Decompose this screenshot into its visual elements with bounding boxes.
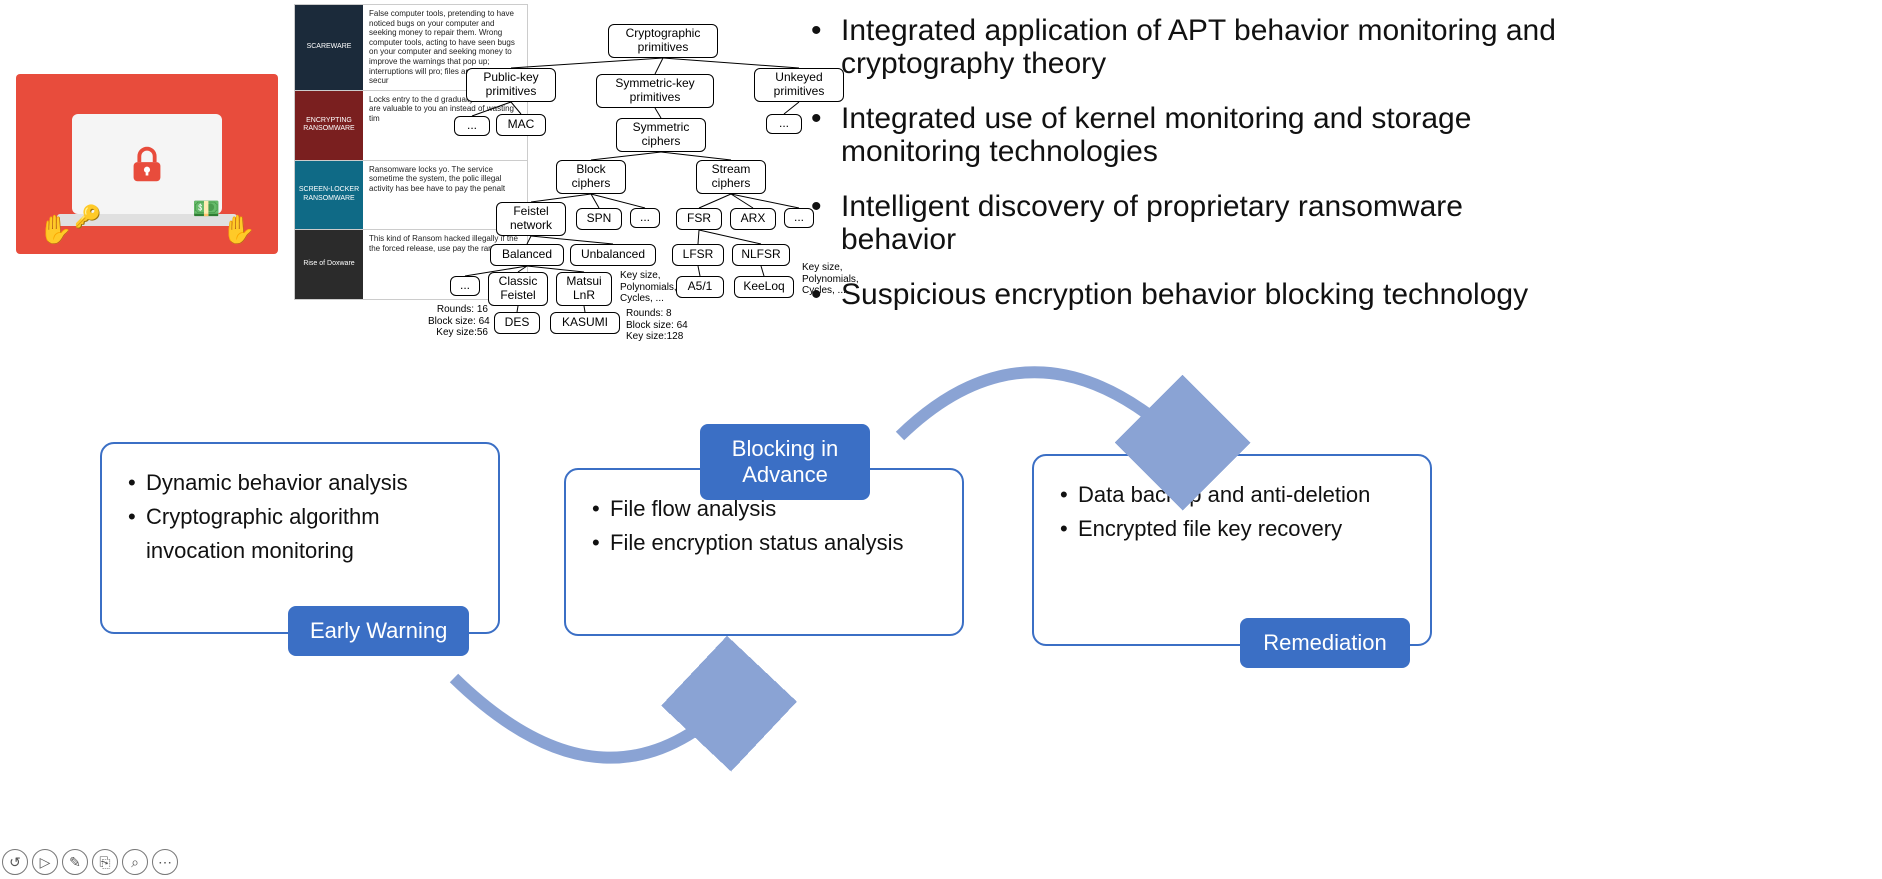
tree-node-spn: SPN: [576, 208, 622, 230]
slide-toolbar: ↺▷✎⎘⌕⋯: [2, 849, 178, 875]
stage-label-remed: Remediation: [1240, 618, 1410, 668]
ransomware-type-thumb: SCAREWARE: [295, 5, 363, 90]
zoom-icon[interactable]: ⌕: [122, 849, 148, 875]
stage-item: File encryption status analysis: [592, 526, 936, 560]
tree-node-mat: Matsui LnR: [556, 272, 612, 306]
stage-label-early: Early Warning: [288, 606, 469, 656]
tree-node-sk: Symmetric-key primitives: [596, 74, 714, 108]
more-icon[interactable]: ⋯: [152, 849, 178, 875]
tree-node-pk: Public-key primitives: [466, 68, 556, 102]
bullet-item: Intelligent discovery of proprietary ran…: [805, 190, 1565, 256]
key-icon: 🔑: [74, 204, 101, 230]
lock-icon: [124, 141, 170, 187]
tree-node-nlfsr: NLFSR: [732, 244, 790, 266]
key-points-list: Integrated application of APT behavior m…: [805, 14, 1565, 333]
arrow-block-to-remediation: [900, 372, 1194, 454]
tree-node-unb: Unbalanced: [570, 244, 656, 266]
stage-item: Data backup and anti-deletion: [1060, 478, 1404, 512]
tree-node-mac: MAC: [496, 114, 546, 136]
tree-node-cfei: Classic Feistel: [488, 272, 548, 306]
undo-icon[interactable]: ↺: [2, 849, 28, 875]
tree-annotation: Rounds: 16 Block size: 64 Key size:56: [428, 304, 488, 339]
stage-item: Cryptographic algorithm invocation monit…: [128, 500, 472, 568]
tree-node-a51: A5/1: [676, 276, 724, 298]
tree-node-fei: Feistel network: [496, 202, 566, 236]
bullet-item: Integrated application of APT behavior m…: [805, 14, 1565, 80]
stage-label-block: Blocking in Advance: [700, 424, 870, 500]
tree-node-bal: Balanced: [490, 244, 564, 266]
tree-node-stm: Stream ciphers: [696, 160, 766, 194]
tree-node-blk: Block ciphers: [556, 160, 626, 194]
stage-item: Dynamic behavior analysis: [128, 466, 472, 500]
ransomware-type-thumb: ENCRYPTING RANSOMWARE: [295, 91, 363, 160]
tree-node-bal_d: ...: [450, 276, 480, 296]
ransomware-type-thumb: SCREEN-LOCKER RANSOMWARE: [295, 161, 363, 230]
tree-node-uk_d: ...: [766, 114, 802, 134]
play-icon[interactable]: ▷: [32, 849, 58, 875]
hand-right-icon: ✋: [221, 213, 256, 246]
bullet-item: Suspicious encryption behavior blocking …: [805, 278, 1565, 311]
copy-icon[interactable]: ⎘: [92, 849, 118, 875]
tree-node-blk_d: ...: [630, 208, 660, 228]
tree-annotation: Rounds: 8 Block size: 64 Key size:128: [626, 308, 688, 343]
bullet-item: Integrated use of kernel monitoring and …: [805, 102, 1565, 168]
tree-node-sym: Symmetric ciphers: [616, 118, 706, 152]
stage-item: Encrypted file key recovery: [1060, 512, 1404, 546]
edit-icon[interactable]: ✎: [62, 849, 88, 875]
ransomware-type-thumb: Rise of Doxware: [295, 230, 363, 299]
hand-left-icon: ✋: [38, 213, 73, 246]
tree-node-des: DES: [494, 312, 540, 334]
tree-node-lfsr: LFSR: [672, 244, 724, 266]
ransomware-illustration: 🔑 💵 ✋ ✋: [16, 74, 278, 254]
tree-node-kee: KeeLoq: [734, 276, 794, 298]
tree-node-root: Cryptographic primitives: [608, 24, 718, 58]
money-icon: 💵: [193, 196, 220, 222]
tree-node-kas: KASUMI: [550, 312, 620, 334]
tree-node-pk_d: ...: [454, 116, 490, 136]
tree-node-arx: ARX: [730, 208, 776, 230]
tree-node-fsr: FSR: [676, 208, 722, 230]
tree-annotation: Key size, Polynomials, Cycles, ...: [620, 270, 677, 305]
arrow-early-to-block: [454, 678, 740, 758]
